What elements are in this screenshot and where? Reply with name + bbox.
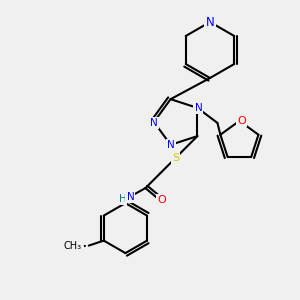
Text: N: N	[167, 140, 175, 150]
Text: O: O	[237, 116, 246, 126]
Text: N: N	[206, 16, 214, 28]
Text: O: O	[157, 195, 166, 205]
Text: CH₃: CH₃	[64, 241, 82, 250]
Text: H: H	[118, 194, 126, 204]
Text: N: N	[127, 192, 134, 202]
Text: N: N	[150, 118, 158, 128]
Text: N: N	[194, 103, 202, 113]
Text: O: O	[74, 241, 83, 250]
Text: S: S	[172, 153, 179, 163]
